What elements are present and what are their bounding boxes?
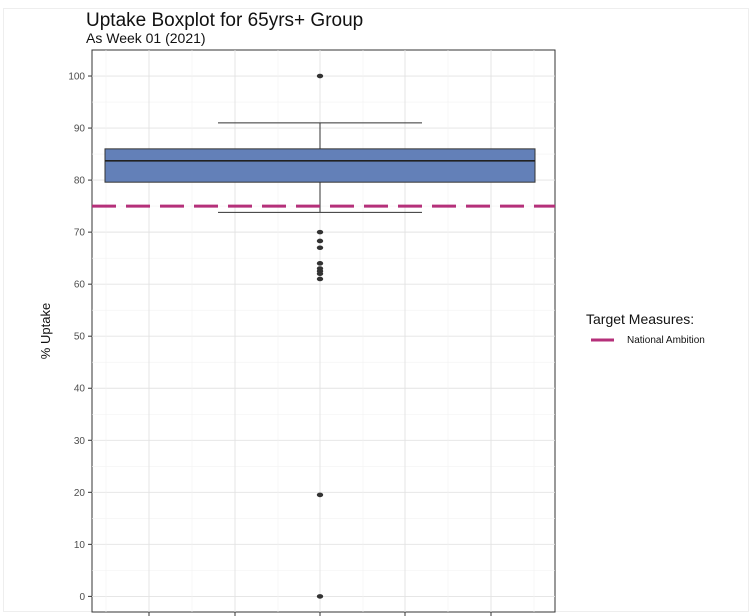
chart-title: Uptake Boxplot for 65yrs+ Group	[86, 10, 363, 31]
outlier-point	[316, 245, 324, 251]
y-tick-label: 60	[74, 280, 86, 291]
outlier-point	[316, 261, 324, 266]
boxplot	[104, 73, 536, 599]
y-tick-label: 30	[74, 436, 86, 447]
y-tick-label: 100	[68, 72, 85, 83]
x-axis-ticks	[148, 612, 492, 616]
legend: Target Measures: National Ambition	[586, 311, 705, 346]
outlier-point	[316, 229, 324, 235]
outlier-point	[316, 73, 324, 79]
outlier-point	[316, 276, 324, 282]
outlier-point	[316, 492, 324, 498]
y-tick-label: 40	[74, 384, 86, 395]
y-tick-label: 90	[74, 124, 86, 135]
outlier-point	[316, 594, 324, 599]
y-tick-label: 20	[74, 488, 86, 499]
y-axis-ticks: 0 10 20 30 40 50 60 70 80 90 100	[68, 72, 92, 603]
outlier-point	[316, 271, 324, 277]
box-iqr	[104, 148, 536, 183]
legend-title: Target Measures:	[586, 311, 694, 327]
chart-subtitle: As Week 01 (2021)	[86, 30, 206, 46]
y-tick-label: 50	[74, 332, 86, 343]
y-tick-label: 10	[74, 540, 86, 551]
y-tick-label: 80	[74, 176, 86, 187]
y-tick-label: 0	[79, 592, 85, 603]
legend-label-national-ambition: National Ambition	[627, 335, 705, 346]
y-axis-title: % Uptake	[38, 303, 53, 359]
outlier-point	[316, 238, 324, 244]
plot-panel	[91, 49, 556, 613]
y-tick-label: 70	[74, 228, 86, 239]
